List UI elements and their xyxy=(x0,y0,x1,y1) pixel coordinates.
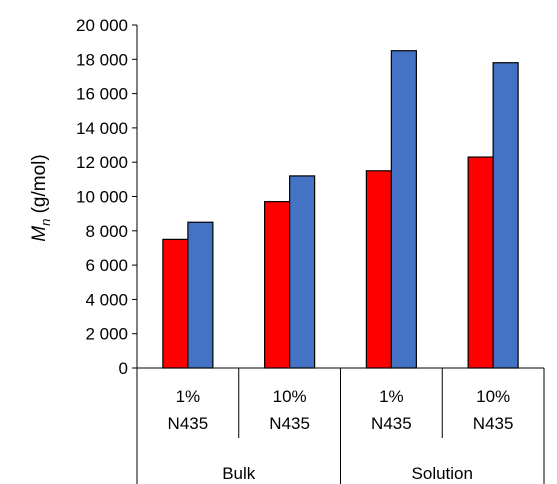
bar xyxy=(390,50,417,369)
y-tick-label: 16 000 xyxy=(76,85,128,104)
category-label-line1: 10% xyxy=(273,387,307,406)
x-axis-labels: 1% N435 10% N435 1% N435 10% N435 Bulk Solution xyxy=(168,387,514,483)
y-axis-ticks: 0 2 000 4 000 6 000 8 000 10 000 12 000 14 000 1… xyxy=(76,16,137,378)
group-label: Bulk xyxy=(222,464,256,483)
y-tick-label: 10 000 xyxy=(76,188,128,207)
y-axis-title-subscript: n xyxy=(38,219,53,226)
bar xyxy=(264,201,291,369)
category-label-line1: 1% xyxy=(379,387,404,406)
category-label-line2: N435 xyxy=(269,414,310,433)
bar xyxy=(289,175,316,369)
group-label: Solution xyxy=(412,464,473,483)
y-tick-label: 4 000 xyxy=(85,290,128,309)
y-axis-title-symbol: M xyxy=(29,226,50,242)
y-axis-title-unit: (g/mol) xyxy=(29,154,50,218)
category-label-line1: 1% xyxy=(176,387,201,406)
bar xyxy=(365,170,392,369)
y-tick-label: 14 000 xyxy=(76,119,128,138)
category-label-line1: 10% xyxy=(476,387,510,406)
bar xyxy=(492,62,519,369)
y-tick-label: 0 xyxy=(119,359,128,378)
y-tick-label: 6 000 xyxy=(85,256,128,275)
bar xyxy=(162,238,189,369)
category-label-line2: N435 xyxy=(371,414,412,433)
category-label-line2: N435 xyxy=(168,414,209,433)
y-tick-label: 20 000 xyxy=(76,16,128,35)
y-tick-label: 18 000 xyxy=(76,50,128,69)
bars xyxy=(162,50,519,369)
y-tick-label: 2 000 xyxy=(85,325,128,344)
y-axis-title: Mn (g/mol) xyxy=(29,154,53,241)
category-label-line2: N435 xyxy=(473,414,514,433)
axes xyxy=(136,25,545,484)
bar xyxy=(187,221,214,369)
y-tick-label: 12 000 xyxy=(76,153,128,172)
bar xyxy=(467,156,494,369)
y-tick-label: 8 000 xyxy=(85,222,128,241)
